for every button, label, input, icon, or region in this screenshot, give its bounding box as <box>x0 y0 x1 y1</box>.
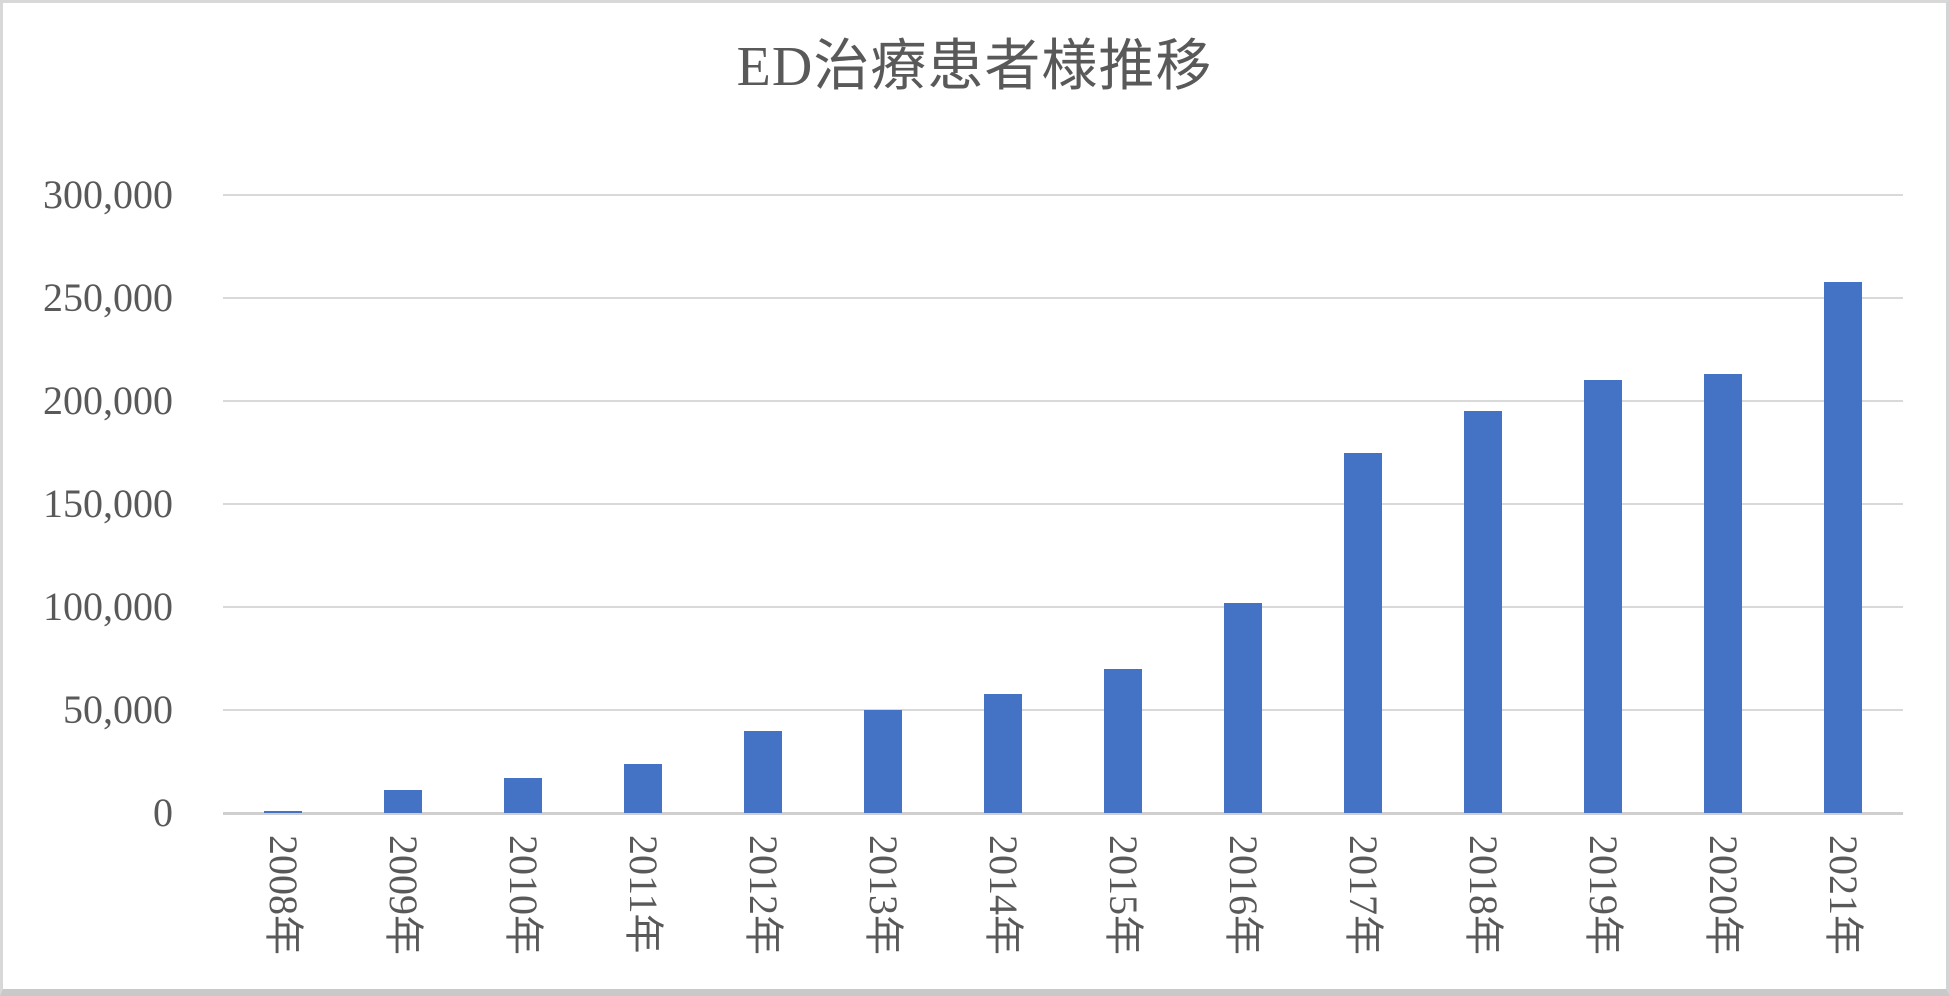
gridline <box>223 709 1903 711</box>
gridline <box>223 606 1903 608</box>
x-tick-label: 2016年 <box>1221 835 1266 955</box>
y-tick-label: 200,000 <box>43 378 173 423</box>
y-tick-label: 300,000 <box>43 172 173 217</box>
x-tick-label: 2021年 <box>1821 835 1866 955</box>
y-tick-label: 50,000 <box>63 687 173 732</box>
bar-2010年 <box>504 777 542 813</box>
bar-2021年 <box>1824 281 1862 813</box>
gridline <box>223 297 1903 299</box>
x-tick-label: 2020年 <box>1701 835 1746 955</box>
chart-title: ED治療患者様推移 <box>736 36 1213 98</box>
x-tick-label: 2019年 <box>1581 835 1626 955</box>
gridline <box>223 503 1903 505</box>
x-tick-label: 2013年 <box>861 835 906 955</box>
bar-2008年 <box>264 810 302 813</box>
y-tick-label: 250,000 <box>43 275 173 320</box>
gridline <box>223 400 1903 402</box>
bar-2014年 <box>984 693 1022 813</box>
bar-2017年 <box>1344 452 1382 813</box>
bar-2012年 <box>744 730 782 813</box>
x-axis-line <box>223 811 1903 815</box>
bar-2015年 <box>1104 668 1142 813</box>
x-tick-label: 2010年 <box>501 835 546 955</box>
gridline <box>223 194 1903 196</box>
bar-2019年 <box>1584 380 1622 813</box>
y-tick-label: 100,000 <box>43 584 173 629</box>
x-tick-label: 2011年 <box>621 835 666 954</box>
x-tick-label: 2015年 <box>1101 835 1146 955</box>
bar-2013年 <box>864 710 902 813</box>
bar-2009年 <box>384 790 422 813</box>
y-tick-label: 150,000 <box>43 481 173 526</box>
x-tick-label: 2012年 <box>741 835 786 955</box>
x-tick-label: 2014年 <box>981 835 1026 955</box>
y-tick-label: 0 <box>153 790 173 835</box>
bar-2018年 <box>1464 411 1502 813</box>
x-tick-label: 2008年 <box>261 835 306 955</box>
bar-2016年 <box>1224 602 1262 813</box>
x-tick-label: 2009年 <box>381 835 426 955</box>
x-tick-label: 2018年 <box>1461 835 1506 955</box>
bar-2011年 <box>624 763 662 813</box>
bar-2020年 <box>1704 374 1742 813</box>
x-tick-label: 2017年 <box>1341 835 1386 955</box>
